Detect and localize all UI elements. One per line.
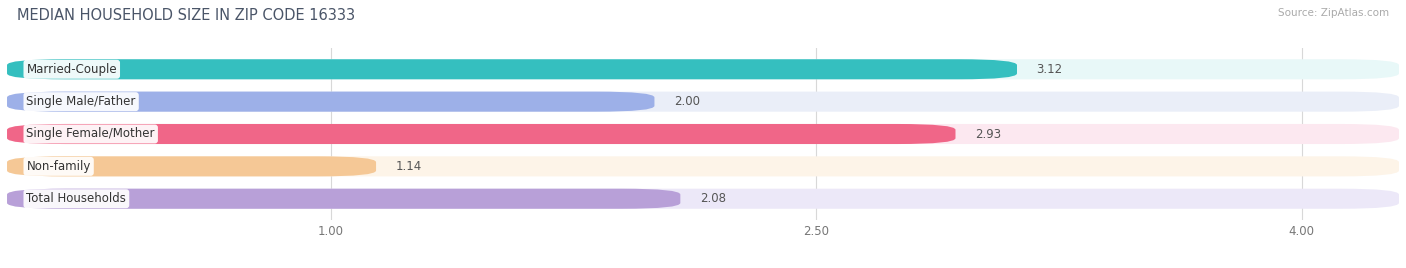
Text: Single Female/Mother: Single Female/Mother	[27, 128, 155, 140]
Text: 2.93: 2.93	[974, 128, 1001, 140]
Text: Non-family: Non-family	[27, 160, 91, 173]
Text: 2.08: 2.08	[700, 192, 725, 205]
FancyBboxPatch shape	[7, 156, 1399, 176]
FancyBboxPatch shape	[7, 156, 375, 176]
FancyBboxPatch shape	[7, 59, 1399, 79]
Text: 3.12: 3.12	[1036, 63, 1063, 76]
FancyBboxPatch shape	[7, 189, 681, 209]
FancyBboxPatch shape	[7, 59, 1017, 79]
FancyBboxPatch shape	[7, 92, 1399, 112]
Text: 1.14: 1.14	[395, 160, 422, 173]
FancyBboxPatch shape	[7, 124, 1399, 144]
Text: MEDIAN HOUSEHOLD SIZE IN ZIP CODE 16333: MEDIAN HOUSEHOLD SIZE IN ZIP CODE 16333	[17, 8, 354, 23]
Text: Single Male/Father: Single Male/Father	[27, 95, 136, 108]
Text: Source: ZipAtlas.com: Source: ZipAtlas.com	[1278, 8, 1389, 18]
FancyBboxPatch shape	[7, 92, 654, 112]
Text: Married-Couple: Married-Couple	[27, 63, 117, 76]
FancyBboxPatch shape	[7, 189, 1399, 209]
Text: Total Households: Total Households	[27, 192, 127, 205]
FancyBboxPatch shape	[7, 124, 956, 144]
Text: 2.00: 2.00	[673, 95, 700, 108]
